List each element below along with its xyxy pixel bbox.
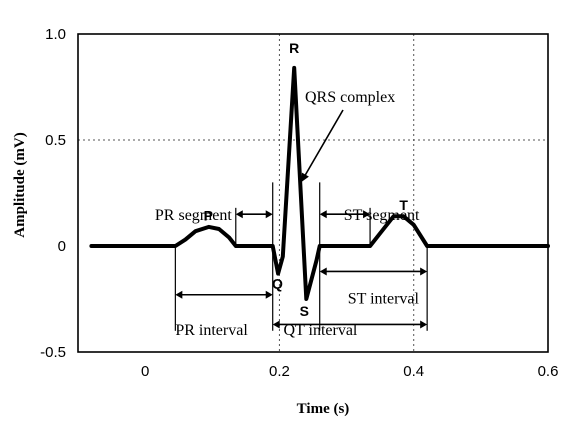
interval-arrow-4 <box>272 320 428 329</box>
interval-arrows <box>175 210 428 329</box>
interval-arrow-2 <box>175 290 273 299</box>
x-tick-label: 0.4 <box>403 363 424 380</box>
annotation-labels: P R Q S T PR segment ST segment PR interval ST i… <box>155 40 420 339</box>
x-tick-label: 0.2 <box>269 363 290 380</box>
interval-label-3: ST interval <box>348 290 420 307</box>
interval-guide-lines <box>174 182 428 331</box>
y-tick-label: 0.5 <box>45 132 66 149</box>
y-tick-label: 0 <box>58 238 66 255</box>
arrow-head <box>265 210 273 219</box>
arrow-head <box>420 320 428 329</box>
interval-arrow-3 <box>319 267 428 276</box>
arrow-head <box>272 320 280 329</box>
arrow-head <box>420 267 428 276</box>
interval-label-2: PR interval <box>175 322 248 339</box>
qrs-complex-label: QRS complex <box>305 89 395 106</box>
wave-label-P: P <box>204 208 213 224</box>
wave-label-T: T <box>399 197 408 213</box>
x-tick-label: 0.6 <box>538 363 559 380</box>
interval-label-4: QT interval <box>283 322 357 339</box>
x-axis-title: Time (s) <box>297 401 350 417</box>
interval-arrow-1 <box>319 210 371 219</box>
arrow-head <box>265 290 273 299</box>
interval-label-0: PR segment <box>155 207 232 224</box>
y-tick-label: 1.0 <box>45 26 66 43</box>
interval-label-1: ST segment <box>344 207 420 224</box>
x-tick-label: 0 <box>141 363 149 380</box>
plot-frame <box>77 33 549 353</box>
ecg-waveform-line <box>89 65 550 301</box>
y-tick-label: -0.5 <box>40 344 66 361</box>
y-axis-title: Amplitude (mV) <box>12 132 28 237</box>
qrs-pointer-head <box>300 172 309 183</box>
qrs-pointer-line <box>303 109 344 178</box>
tick-labels: 0 0.2 0.4 0.6 -0.5 0 0.5 1.0 <box>40 26 558 380</box>
interval-arrow-0 <box>235 210 273 219</box>
grid <box>78 33 549 353</box>
wave-label-S: S <box>300 303 309 319</box>
arrow-head <box>363 210 371 219</box>
wave-label-Q: Q <box>272 275 283 291</box>
arrow-head <box>319 267 327 276</box>
arrow-head <box>235 210 243 219</box>
arrow-head <box>319 210 327 219</box>
arrow-head <box>175 290 183 299</box>
wave-label-R: R <box>289 40 299 56</box>
